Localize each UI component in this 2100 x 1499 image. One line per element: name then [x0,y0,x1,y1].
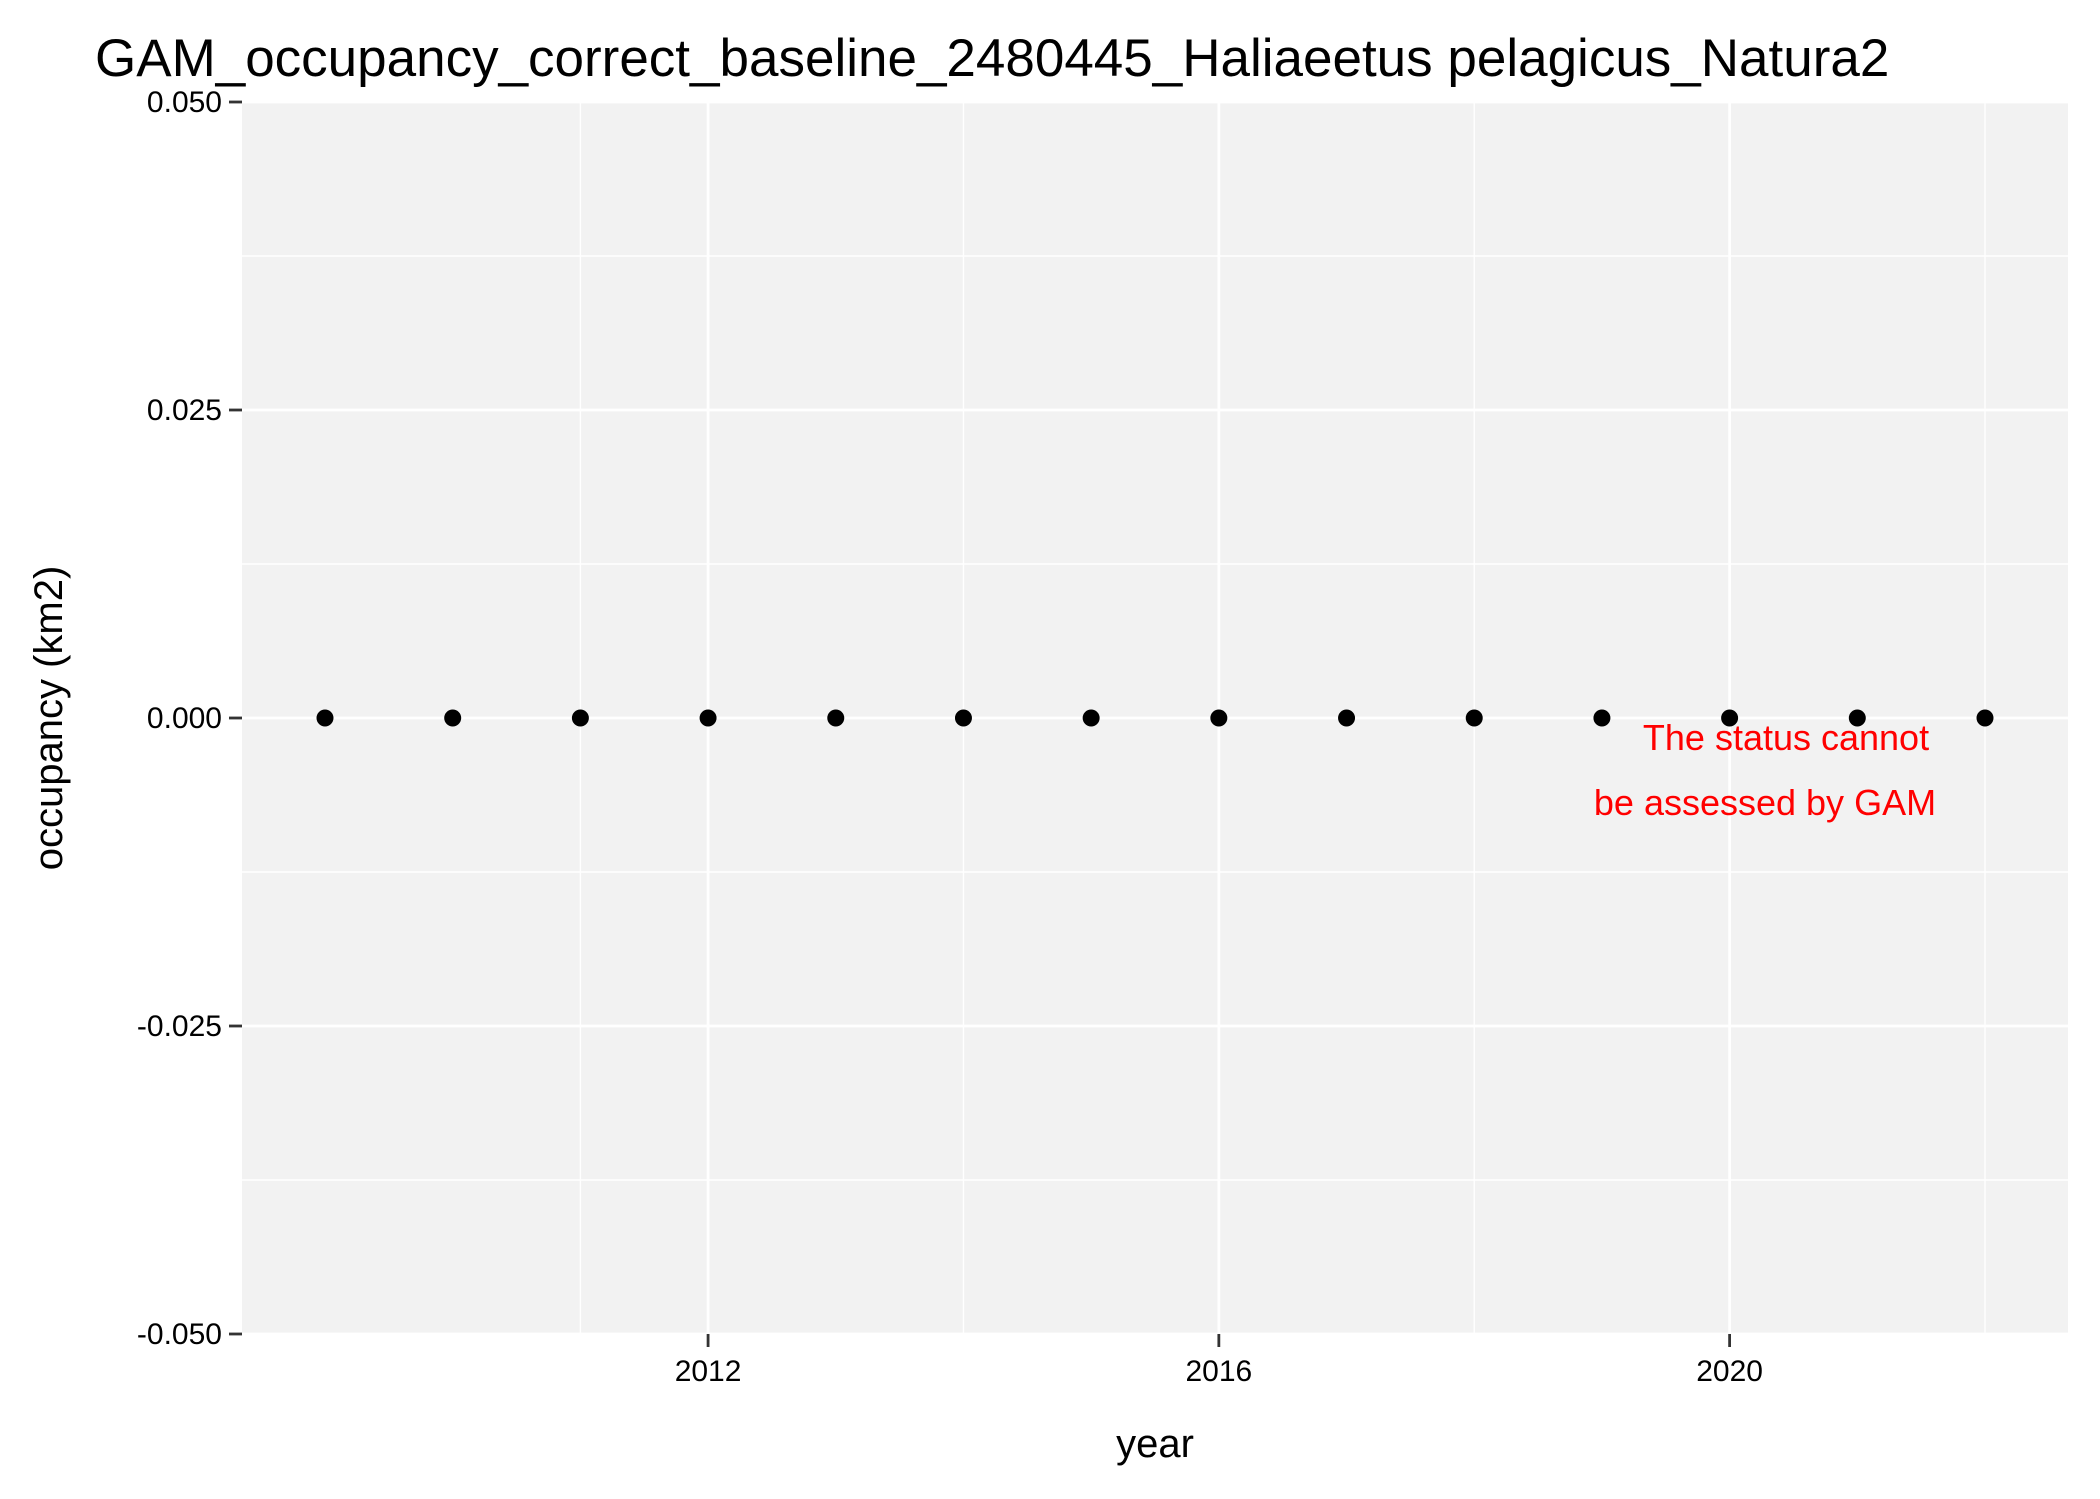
data-point [444,709,462,727]
y-tick-label: 0.000 [147,702,222,735]
y-tick-label: 0.025 [147,394,222,427]
x-tick-label: 2020 [1696,1355,1763,1388]
y-tick-label: -0.025 [137,1010,222,1043]
data-point [954,709,972,727]
y-tick-label: 0.050 [147,86,222,119]
x-tick-label: 2016 [1185,1355,1252,1388]
data-point [1465,709,1483,727]
data-point [571,709,589,727]
data-point [699,709,717,727]
y-axis-title: occupancy (km2) [27,566,71,871]
annotation-line-1: The status cannot [1643,717,1929,758]
chart-title: GAM_occupancy_correct_baseline_2480445_H… [95,29,1889,88]
x-tick-label: 2012 [675,1355,742,1388]
y-axis: -0.050 -0.025 0.000 0.025 0.050 [137,86,242,1351]
data-point [1721,709,1739,727]
data-point [1593,709,1611,727]
data-point [827,709,845,727]
annotation-line-2: be assessed by GAM [1594,782,1936,823]
x-axis-title: year [1116,1422,1194,1466]
chart-annotation: The status cannot be assessed by GAM [1594,717,1939,823]
data-point [1082,709,1100,727]
x-axis: 2012 2016 2020 [675,1334,1763,1388]
data-point [1976,709,1994,727]
y-tick-label: -0.050 [137,1318,222,1351]
data-points [316,709,1994,727]
data-point [1338,709,1356,727]
data-point [1210,709,1228,727]
data-point [316,709,334,727]
data-point [1848,709,1866,727]
